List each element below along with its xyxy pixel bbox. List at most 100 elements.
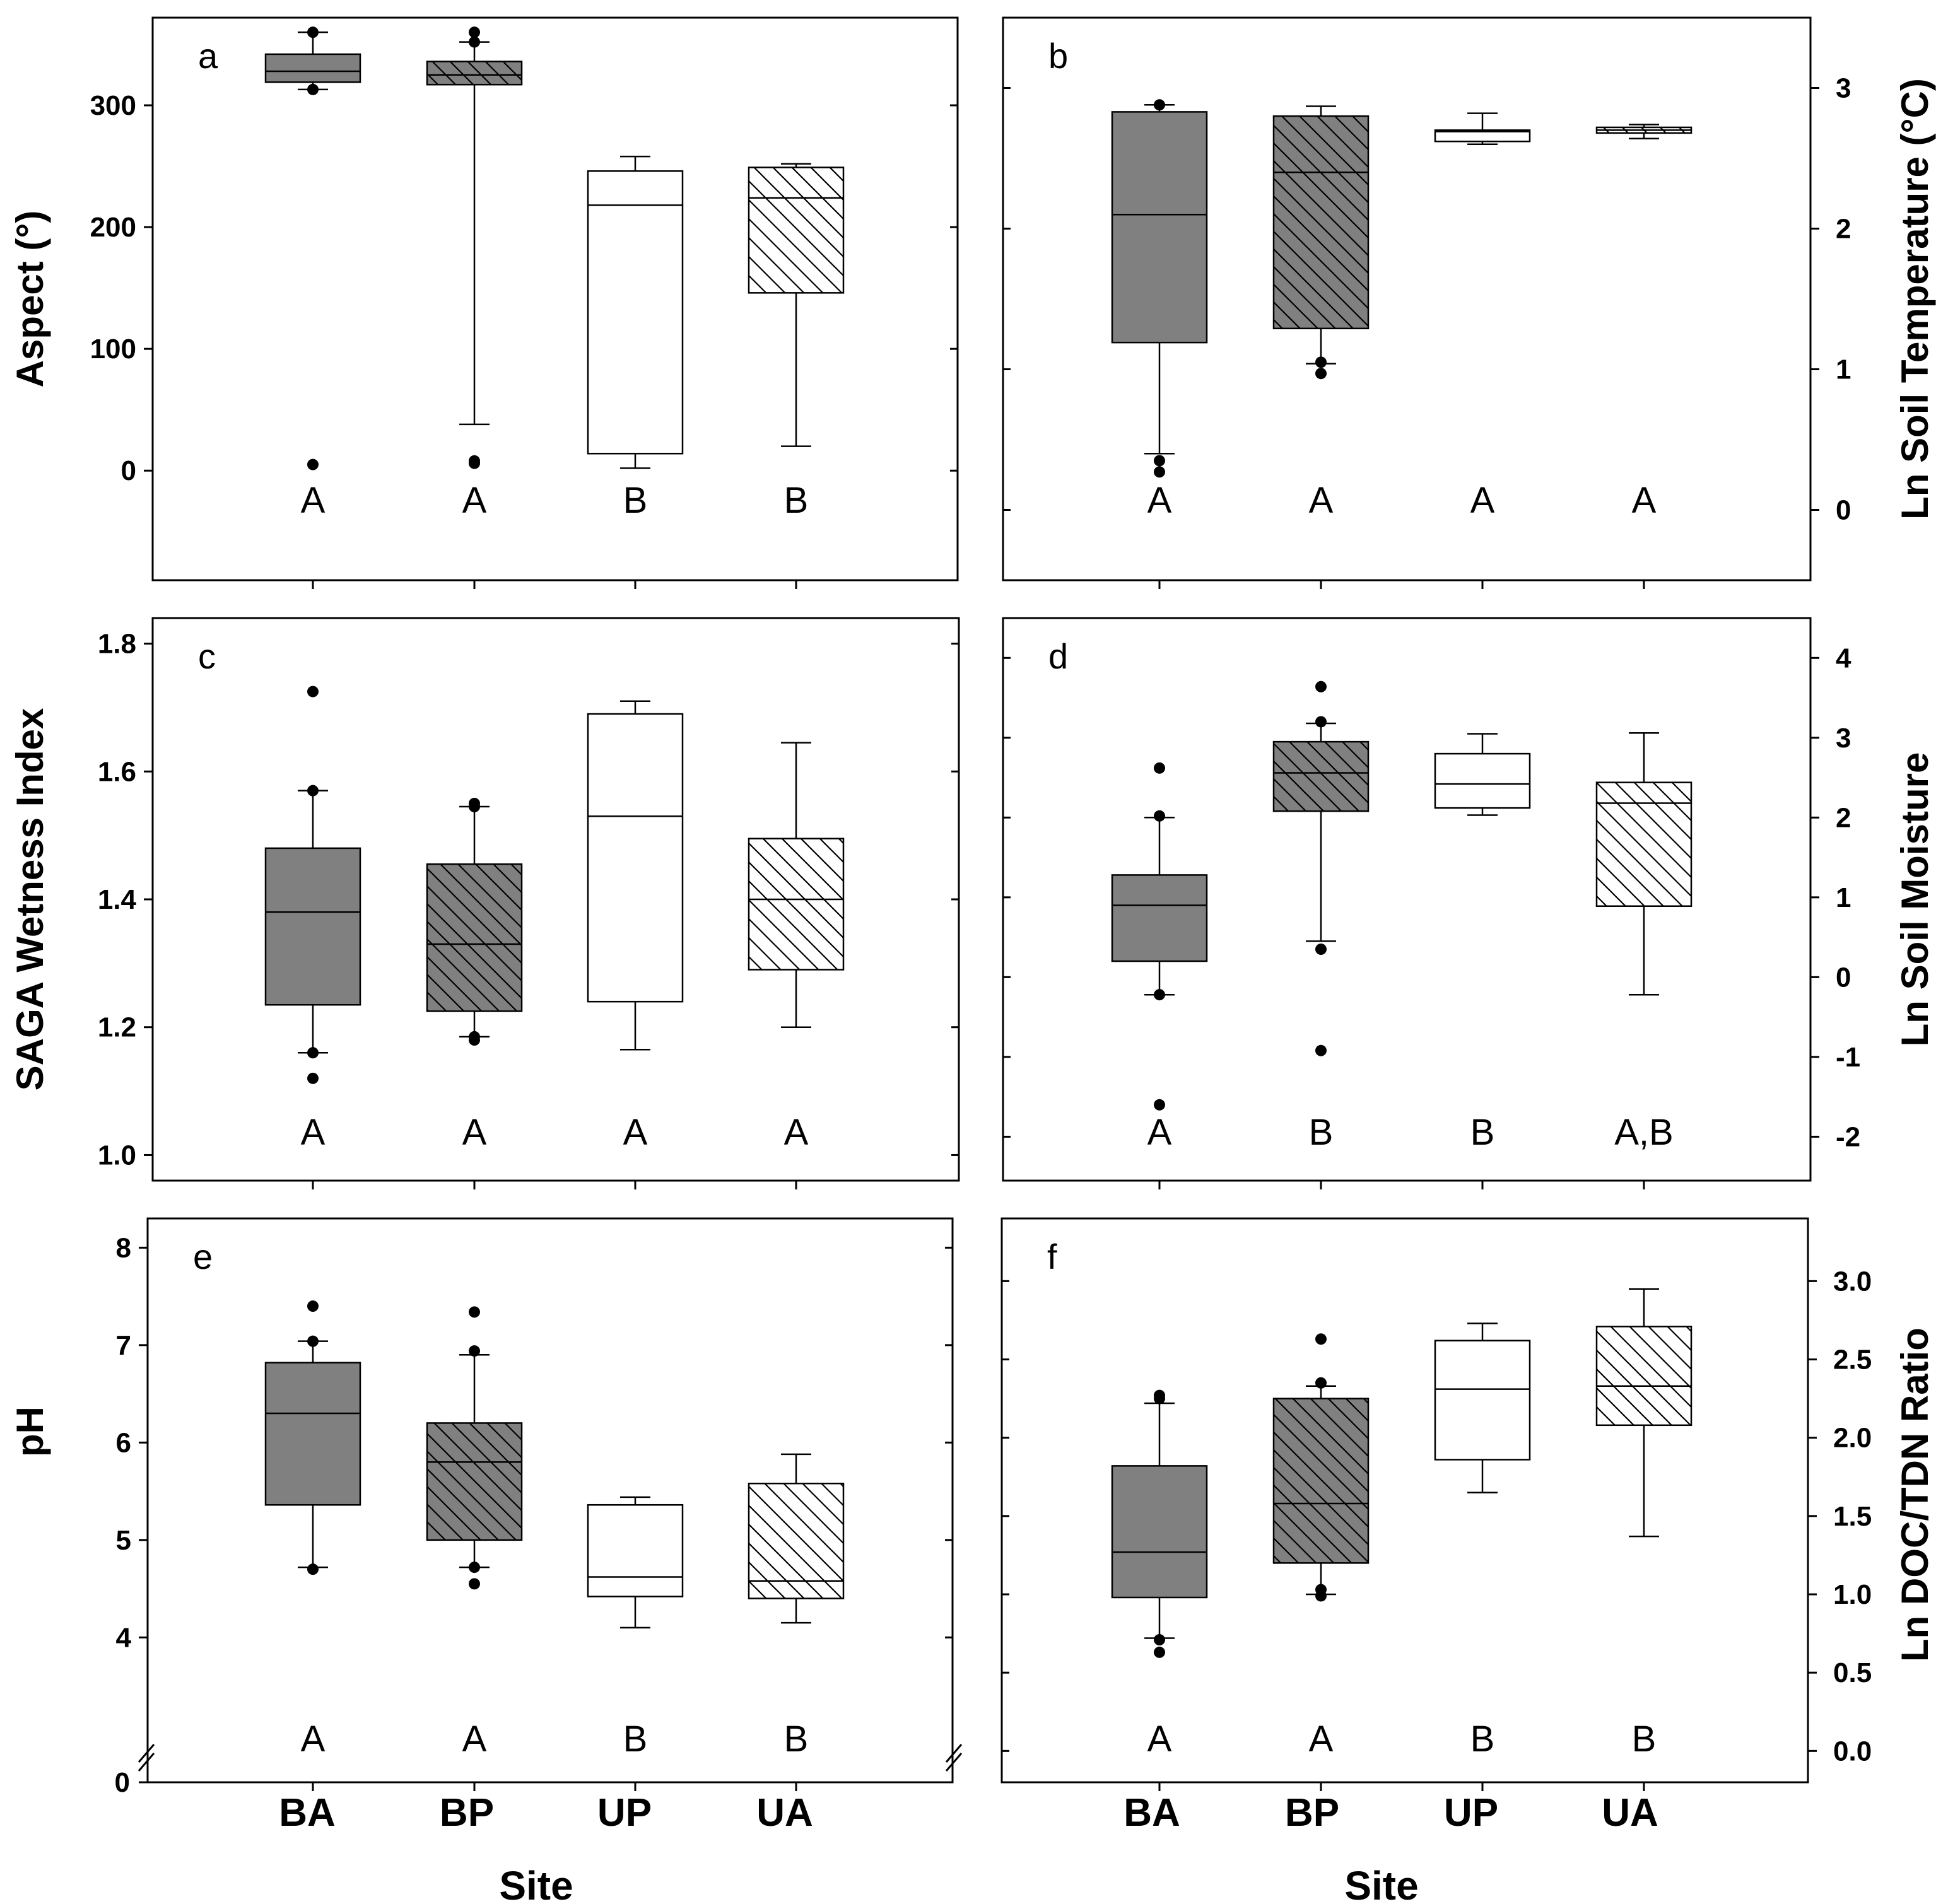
panel-d-y-tick-label: 3 (1836, 723, 1851, 754)
outlier-point (307, 1047, 319, 1059)
panel-d: d -2 -1 0 1 2 3 4 Ln Soil Moisture A B B A,B (1002, 617, 1936, 1189)
panel-a-y-axis-title: Aspect (°) (9, 211, 51, 388)
panel-e-y-tick-label: 5 (116, 1525, 131, 1556)
panel-a-y-tick-label: 200 (90, 212, 136, 243)
significance-letter: A (462, 1719, 487, 1760)
x-axis-title-left: Site (499, 1863, 573, 1904)
panel-f-y-tick-label: 1.0 (1833, 1579, 1872, 1610)
panel-a-letter: a (198, 36, 218, 76)
panel-e-y-tick-label: 0 (115, 1767, 130, 1798)
significance-letter: A (462, 1112, 487, 1153)
panel-f-y-tick-label: 2.0 (1833, 1423, 1872, 1454)
box-c-BP: A (426, 797, 523, 1153)
significance-letter: A (1309, 1719, 1334, 1760)
significance-letter: A (301, 1719, 326, 1760)
panel-e-y-tick-label: 8 (116, 1232, 131, 1263)
box-e-BP: A (426, 1306, 523, 1760)
panel-f-y-tick-label: 1.5 (1833, 1501, 1872, 1532)
outlier-point (469, 1562, 480, 1574)
outlier-point (469, 457, 480, 469)
outlier-point (1154, 1099, 1165, 1111)
outlier-point (1315, 716, 1327, 728)
box-iqr (1272, 115, 1370, 330)
box-a-BA: A (264, 26, 361, 521)
box-iqr (1272, 740, 1370, 812)
outlier-point (307, 785, 319, 797)
x-category-label-right-2: UP (1444, 1791, 1498, 1835)
panel-a-y-tick-label: 0 (121, 455, 136, 486)
significance-letter: A (1470, 480, 1495, 521)
box-iqr (426, 1422, 523, 1541)
outlier-point (1154, 762, 1165, 774)
panel-c-letter: c (198, 636, 216, 676)
box-iqr (1111, 874, 1208, 962)
panel-c-y-tick-label: 1.6 (98, 756, 136, 787)
outlier-point (1315, 356, 1327, 368)
box-iqr (587, 170, 684, 455)
box-iqr (264, 53, 361, 83)
box-c-UP: A (587, 700, 684, 1153)
panel-e: e 4 5 6 7 8 0 pH A A B B (9, 1217, 963, 1798)
box-d-UA: A,B (1595, 732, 1693, 1153)
box-e-UA: B (748, 1453, 845, 1760)
box-f-UP: B (1434, 1323, 1531, 1760)
significance-letter: A (784, 1112, 809, 1153)
panel-f-frame (1000, 1217, 1809, 1784)
box-iqr (1434, 129, 1531, 143)
panel-b-y-axis-title: Ln Soil Temperature (°C) (1894, 78, 1936, 520)
panel-f-y-tick-label: 2.5 (1833, 1345, 1872, 1375)
panel-e-y-tick-label: 6 (116, 1427, 131, 1458)
box-d-UP: B (1434, 733, 1531, 1153)
box-b-UP: A (1434, 112, 1531, 521)
panel-e-axis-break-mark (138, 1753, 155, 1772)
significance-letter: A (623, 1112, 648, 1153)
outlier-point (1154, 1634, 1165, 1646)
box-iqr (1595, 1326, 1693, 1427)
panel-e-axis-break-mark (138, 1744, 155, 1763)
significance-letter: A (301, 1112, 326, 1153)
box-iqr (748, 1482, 845, 1599)
box-iqr (587, 713, 684, 1003)
significance-letter: A (1632, 480, 1657, 521)
box-f-BP: A (1272, 1333, 1370, 1760)
panel-d-frame (1002, 617, 1812, 1182)
box-iqr (264, 1362, 361, 1506)
outlier-point (469, 26, 480, 38)
outlier-point (1154, 466, 1165, 478)
panel-b-y-tick-label: 3 (1836, 73, 1851, 104)
panel-e-frame (146, 1217, 954, 1784)
significance-letter: B (784, 480, 809, 521)
panel-c-y-tick-label: 1.8 (98, 629, 136, 660)
box-a-UA: B (748, 163, 845, 521)
panel-b-frame (1002, 16, 1812, 581)
panel-b-letter: b (1048, 36, 1068, 76)
outlier-point (307, 1072, 319, 1084)
panel-d-y-tick-label: -2 (1836, 1121, 1860, 1152)
box-iqr (264, 847, 361, 1006)
box-c-BA: A (264, 686, 361, 1153)
outlier-point (1315, 680, 1327, 692)
panel-d-y-tick-label: 1 (1836, 882, 1851, 913)
x-category-label-left-3: UA (756, 1791, 813, 1835)
panel-c-y-tick-label: 1.4 (98, 884, 137, 915)
significance-letter: A (462, 480, 487, 521)
outlier-point (1315, 1590, 1327, 1602)
significance-letter: A (301, 480, 326, 521)
box-iqr (1272, 1398, 1370, 1564)
box-e-UP: B (587, 1496, 684, 1760)
outlier-point (1315, 1333, 1327, 1345)
outlier-point (469, 36, 480, 48)
box-c-UA: A (748, 742, 845, 1153)
box-iqr (1111, 1465, 1208, 1599)
box-b-UA: A (1595, 124, 1693, 521)
box-iqr (1434, 752, 1531, 809)
box-iqr (426, 863, 523, 1012)
box-iqr (1595, 781, 1693, 908)
box-d-BA: A (1111, 762, 1208, 1153)
box-a-UP: B (587, 155, 684, 521)
significance-letter: B (1632, 1719, 1657, 1760)
box-iqr (426, 61, 523, 86)
box-iqr (1434, 1340, 1531, 1461)
panel-d-y-tick-label: 2 (1836, 802, 1851, 833)
panel-c-y-tick-label: 1.0 (98, 1140, 136, 1171)
